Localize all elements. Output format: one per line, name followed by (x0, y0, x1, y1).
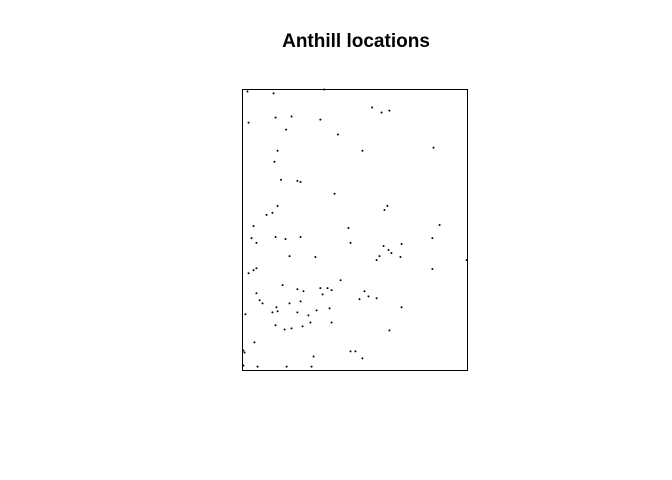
data-point (431, 237, 434, 240)
data-point (378, 255, 381, 258)
data-point (265, 213, 268, 216)
data-point (276, 204, 279, 207)
data-point (371, 106, 374, 109)
data-point (296, 311, 299, 314)
data-point (333, 192, 336, 195)
data-point (246, 90, 249, 93)
data-point (432, 146, 435, 149)
data-point (271, 211, 274, 214)
data-point (290, 115, 293, 118)
data-point (387, 248, 390, 251)
data-point (307, 314, 310, 317)
data-point (299, 180, 302, 183)
data-point (349, 241, 352, 244)
data-point (299, 300, 302, 303)
data-point (275, 306, 278, 309)
data-point (243, 351, 246, 354)
data-point (390, 252, 393, 255)
chart-title: Anthill locations (282, 31, 430, 52)
data-point (321, 293, 324, 296)
data-point (339, 279, 342, 282)
data-point (288, 255, 291, 258)
data-point (383, 209, 386, 212)
data-point (431, 268, 434, 271)
data-point (296, 179, 299, 182)
data-point (347, 227, 350, 230)
data-point (274, 324, 277, 327)
data-point (302, 290, 305, 293)
data-point (276, 149, 279, 152)
data-point (285, 128, 288, 131)
data-point (285, 365, 288, 368)
data-point (310, 365, 313, 368)
data-point (319, 118, 322, 121)
data-point (330, 321, 333, 324)
data-point (380, 111, 383, 114)
data-point (388, 329, 391, 332)
data-point (281, 284, 284, 287)
data-point (314, 255, 317, 258)
data-point (252, 269, 255, 272)
data-point (386, 204, 389, 207)
data-point (242, 364, 245, 367)
data-point (279, 178, 282, 181)
data-point (312, 355, 315, 358)
data-point (301, 325, 304, 328)
data-point (252, 225, 255, 228)
data-point (438, 223, 441, 226)
data-point (288, 302, 291, 305)
data-point (290, 327, 293, 330)
data-point (253, 341, 256, 344)
data-point (349, 350, 352, 353)
data-point (400, 243, 403, 246)
data-point (375, 259, 378, 262)
data-point (255, 241, 258, 244)
data-point (247, 272, 250, 275)
data-point (354, 350, 357, 353)
data-point (363, 290, 366, 293)
data-point (399, 255, 402, 258)
plot-frame (242, 89, 468, 371)
data-point (382, 245, 385, 248)
data-point (375, 297, 378, 300)
data-point (256, 365, 259, 368)
data-point (328, 307, 331, 310)
data-point (276, 310, 279, 313)
data-point (388, 109, 391, 112)
data-point (361, 149, 364, 152)
data-point (284, 237, 287, 240)
data-point (358, 298, 361, 301)
data-point (261, 302, 264, 305)
data-point (250, 237, 253, 240)
data-point (273, 160, 276, 163)
data-point (274, 236, 277, 239)
data-point (283, 328, 286, 331)
data-point (255, 292, 258, 295)
data-point (242, 349, 245, 352)
data-point (330, 289, 333, 292)
data-point (272, 92, 275, 95)
data-point (271, 311, 274, 314)
data-point (315, 309, 318, 312)
data-point (296, 288, 299, 291)
data-point (336, 133, 339, 136)
data-point (361, 357, 364, 360)
data-point (244, 313, 247, 316)
data-point (309, 321, 312, 324)
data-point (367, 295, 370, 298)
data-point (400, 306, 403, 309)
data-point (255, 267, 258, 270)
data-point (258, 299, 261, 302)
data-point (299, 236, 302, 239)
data-point (465, 259, 468, 262)
data-point (323, 88, 326, 91)
data-point (326, 287, 329, 290)
data-point (247, 121, 250, 124)
data-point (274, 116, 277, 119)
data-point (319, 287, 322, 290)
points-layer (242, 88, 468, 368)
